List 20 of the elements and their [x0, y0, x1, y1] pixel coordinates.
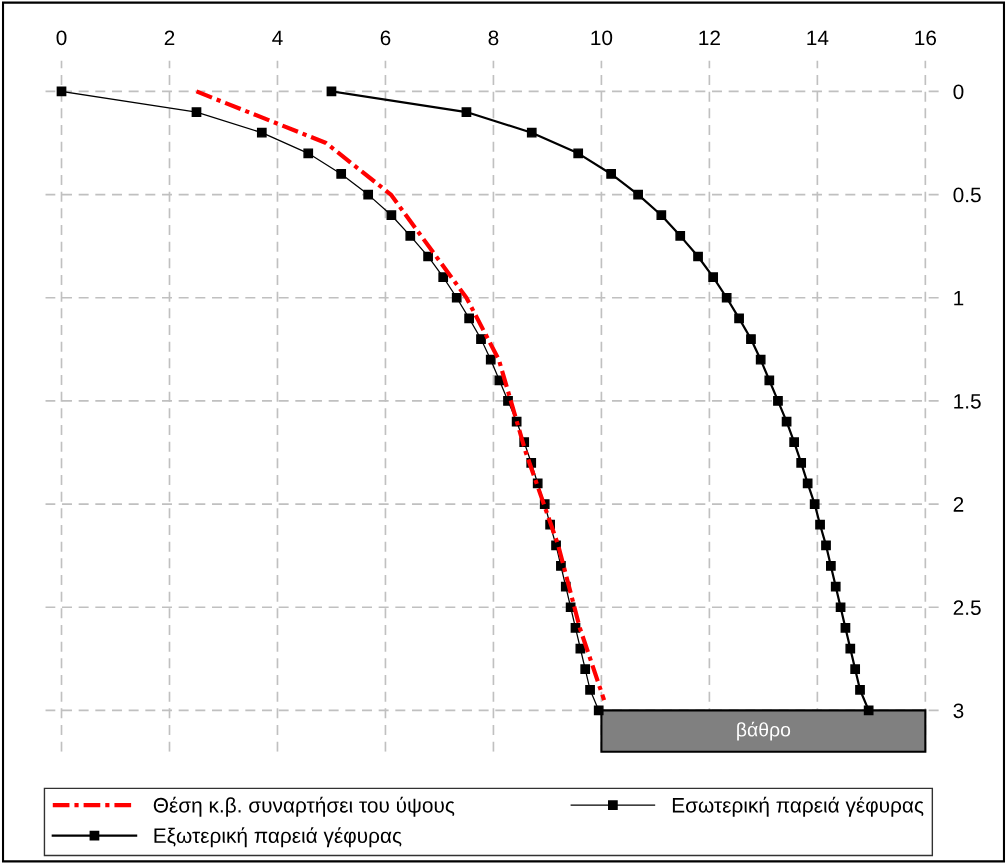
x-tick-label: 8 [488, 30, 499, 46]
y-tick-label: 1 [954, 290, 964, 306]
x-tick-label: 2 [164, 30, 175, 46]
y-tick-label: 1.5 [954, 394, 981, 409]
x-tick-label: 16 [915, 30, 937, 46]
y-tick-label: 3 [953, 703, 964, 719]
y-tick-label: 2.5 [953, 600, 981, 615]
legend-label: Εξωτερική παρειά γέφυρας [154, 827, 402, 848]
y-tick-label: 0.5 [953, 187, 981, 203]
x-tick-label: 0 [56, 30, 67, 46]
legend-label: Εσωτερική παρειά γέφυρας [672, 796, 924, 817]
y-tick-label: 0 [953, 84, 964, 100]
x-tick-label: 14 [807, 30, 829, 46]
band-label: βάθρο [737, 721, 791, 741]
x-tick-label: 12 [699, 30, 720, 46]
x-tick-label: 6 [380, 30, 391, 46]
y-tick-label: 2 [953, 497, 964, 512]
legend-label: Θέση κ.β. συναρτήσει του ύψους [153, 796, 455, 817]
x-tick-label: 10 [591, 30, 613, 46]
x-tick-label: 4 [272, 30, 283, 46]
